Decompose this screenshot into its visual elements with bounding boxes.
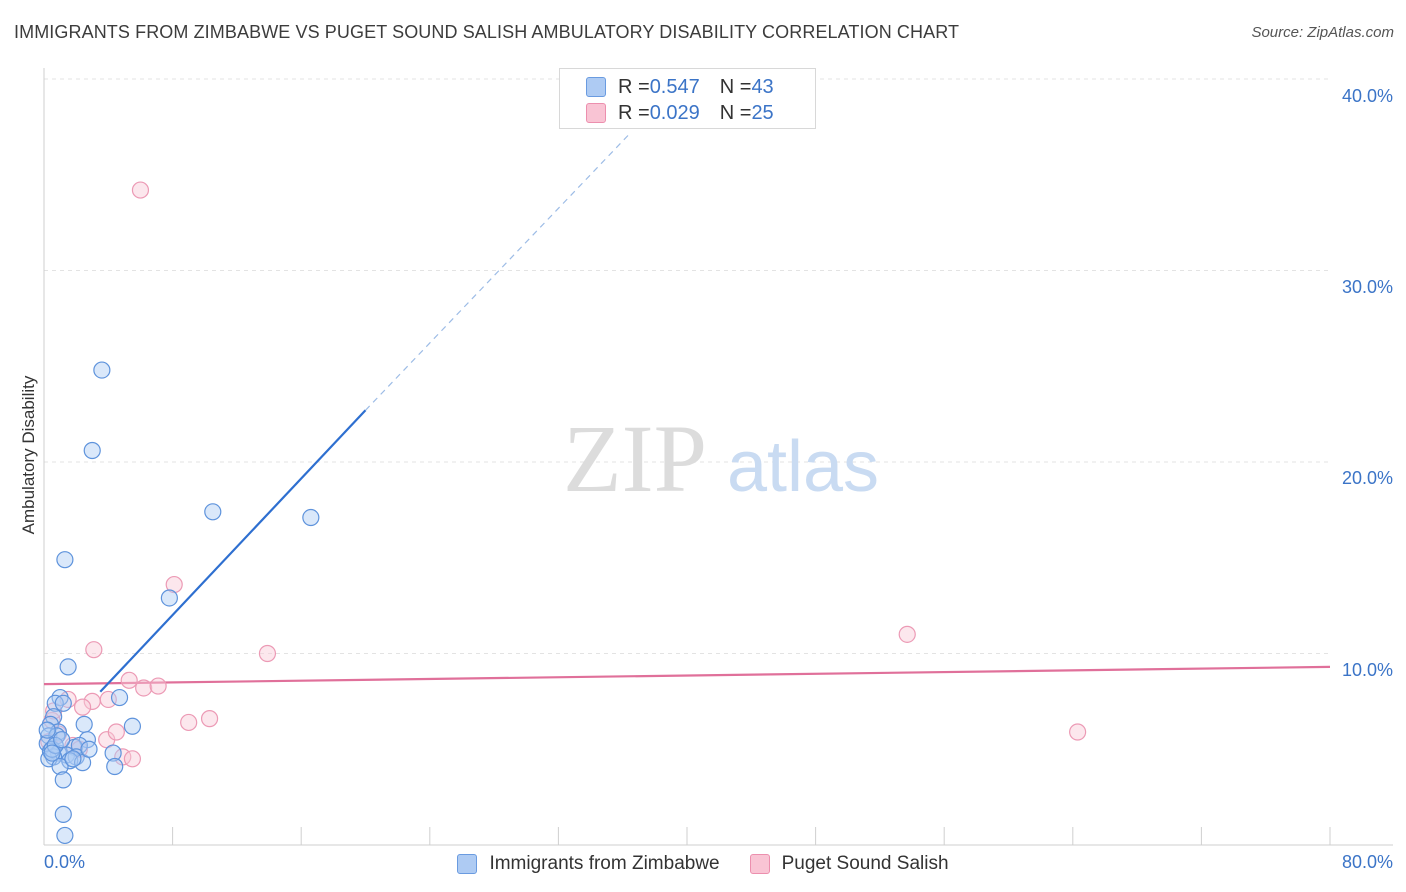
- series-legend-salish: Puget Sound Salish: [749, 853, 949, 875]
- point-zimbabwe: [80, 740, 98, 758]
- legend-r-value: 0.547: [649, 75, 700, 98]
- point-salish: [149, 677, 167, 695]
- legend-r-label: R =: [618, 101, 650, 124]
- point-salish: [73, 698, 92, 716]
- point-zimbabwe: [56, 826, 74, 845]
- series-name-salish: Puget Sound Salish: [781, 853, 949, 874]
- point-zimbabwe: [51, 757, 69, 776]
- point-zimbabwe: [123, 717, 142, 735]
- legend-n-label: N =: [719, 101, 752, 124]
- point-salish: [107, 723, 125, 741]
- trend-line-salish: [43, 665, 1331, 686]
- legend-n-label: N =: [719, 75, 752, 98]
- series-legend: Immigrants from Zimbabwe Puget Sound Sal…: [0, 850, 1406, 878]
- legend-row-salish: R = 0.029 N = 25: [586, 100, 774, 126]
- trend-line-zimbabwe: [99, 409, 367, 693]
- legend-swatch-pink: [586, 103, 606, 123]
- watermark: ZIP atlas: [563, 405, 879, 512]
- point-salish: [200, 710, 219, 728]
- point-zimbabwe: [110, 688, 129, 707]
- point-zimbabwe: [59, 658, 77, 676]
- point-zimbabwe: [54, 694, 72, 712]
- point-salish: [165, 575, 183, 594]
- point-zimbabwe: [302, 508, 320, 527]
- point-salish: [123, 750, 142, 768]
- trend-line-zimbabwe-extension: [365, 132, 632, 411]
- legend-r-value: 0.029: [649, 101, 700, 124]
- watermark-atlas: atlas: [727, 427, 879, 507]
- legend-n-value: 43: [751, 75, 774, 98]
- point-salish: [135, 679, 153, 697]
- chart-title: IMMIGRANTS FROM ZIMBABWE VS PUGET SOUND …: [14, 22, 960, 42]
- point-zimbabwe: [53, 731, 71, 749]
- series-swatch-blue: [457, 854, 478, 874]
- series-legend-zimbabwe: Immigrants from Zimbabwe: [457, 853, 720, 875]
- point-zimbabwe: [75, 715, 93, 733]
- point-salish: [131, 181, 150, 199]
- point-salish: [180, 713, 198, 732]
- y-tick-20: 20.0%: [1341, 468, 1393, 488]
- legend-row-zimbabwe: R = 0.547 N = 43: [586, 74, 774, 100]
- y-tick-30: 30.0%: [1341, 277, 1393, 297]
- data-points: [38, 181, 1087, 845]
- point-salish: [258, 644, 277, 663]
- axes: [43, 68, 1393, 846]
- point-salish: [85, 641, 103, 659]
- point-zimbabwe: [64, 750, 82, 768]
- legend-swatch-blue: [586, 77, 606, 97]
- series-name-zimbabwe: Immigrants from Zimbabwe: [489, 853, 720, 874]
- legend-n-value: 25: [751, 101, 774, 124]
- watermark-zip: ZIP: [563, 405, 707, 512]
- y-tick-10: 10.0%: [1341, 660, 1393, 680]
- source-label: Source: ZipAtlas.com: [1251, 24, 1394, 41]
- gridlines: [44, 78, 1330, 654]
- point-salish: [1069, 723, 1087, 741]
- legend-r-label: R =: [618, 75, 650, 98]
- point-zimbabwe: [106, 757, 124, 776]
- point-zimbabwe: [93, 361, 111, 379]
- point-zimbabwe: [56, 551, 74, 569]
- point-salish: [898, 625, 916, 643]
- point-zimbabwe: [54, 805, 72, 823]
- point-zimbabwe: [204, 503, 222, 521]
- point-zimbabwe: [83, 441, 101, 460]
- x-tick-min: 0.0%: [44, 852, 86, 872]
- trend-lines: [43, 132, 1331, 693]
- point-zimbabwe: [38, 721, 56, 739]
- y-axis-label: Ambulatory Disability: [19, 375, 38, 535]
- point-zimbabwe: [104, 744, 122, 762]
- point-salish: [120, 671, 138, 689]
- series-swatch-pink: [749, 854, 770, 874]
- point-zimbabwe: [43, 744, 61, 762]
- x-tick-max: 80.0%: [1341, 852, 1393, 872]
- point-zimbabwe: [54, 771, 72, 789]
- correlation-legend: R = 0.547 N = 43 R = 0.029 N = 25: [559, 68, 816, 129]
- point-zimbabwe: [160, 589, 178, 607]
- y-tick-40: 40.0%: [1341, 86, 1393, 106]
